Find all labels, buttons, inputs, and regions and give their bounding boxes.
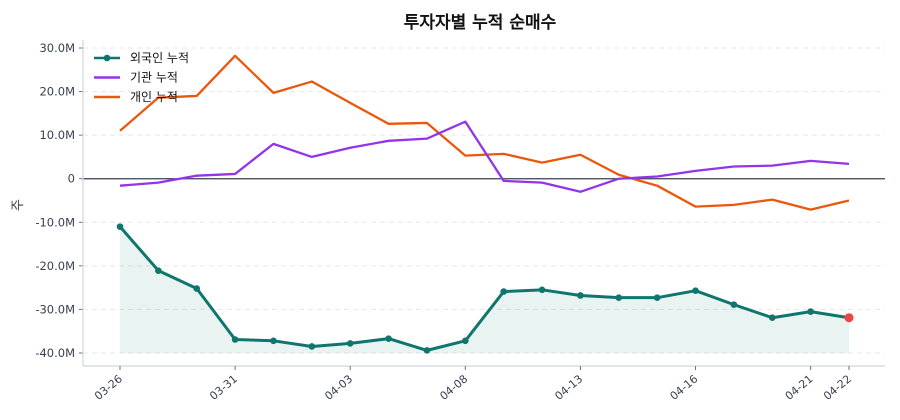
data-point	[653, 294, 661, 301]
series-line	[119, 54, 850, 211]
series-line	[119, 120, 850, 193]
data-point	[615, 294, 623, 301]
y-tick-label: -20.0M	[35, 259, 75, 273]
legend-label: 개인 누적	[130, 90, 178, 104]
x-tick-label: 03-31	[207, 372, 240, 403]
data-point	[730, 301, 738, 308]
data-point	[807, 308, 814, 315]
x-tick-label: 04-03	[322, 372, 355, 403]
series-line	[118, 225, 850, 352]
y-tick-label: 0	[68, 172, 75, 186]
x-tick-label: 04-21	[783, 372, 816, 403]
data-point	[155, 267, 162, 274]
data-point	[231, 336, 239, 343]
data-point	[538, 286, 546, 294]
legend-marker	[103, 54, 111, 62]
x-tick-label: 04-16	[668, 372, 701, 403]
x-tick-label: 04-08	[437, 372, 470, 403]
y-tick-label: 30.0M	[39, 41, 75, 55]
data-point	[500, 288, 507, 295]
y-tick-label: -30.0M	[35, 302, 75, 316]
y-tick-label: 20.0M	[39, 85, 75, 99]
chart-title: 투자자별 누적 순매수	[404, 13, 557, 33]
y-tick-label: -10.0M	[35, 215, 75, 229]
data-point	[462, 337, 469, 345]
x-tick-label: 04-22	[821, 372, 854, 403]
data-point	[308, 343, 316, 350]
legend-label: 기관 누적	[130, 71, 178, 85]
data-point	[193, 285, 201, 292]
y-tick-label: -40.0M	[35, 346, 75, 360]
data-point	[768, 314, 776, 322]
x-tick-label: 04-13	[553, 372, 586, 403]
y-tick-label: 10.0M	[39, 128, 75, 142]
data-point	[116, 223, 124, 230]
data-point	[577, 292, 584, 299]
y-axis-label: 주	[11, 199, 26, 211]
data-point	[692, 287, 699, 294]
legend-label: 외국인 누적	[130, 51, 189, 65]
data-point	[423, 347, 431, 354]
data-point	[346, 340, 354, 347]
data-point	[270, 337, 277, 345]
last-point-marker	[844, 313, 854, 323]
x-tick-label: 03-26	[92, 372, 125, 403]
series-area	[120, 226, 849, 353]
data-point	[385, 335, 392, 342]
